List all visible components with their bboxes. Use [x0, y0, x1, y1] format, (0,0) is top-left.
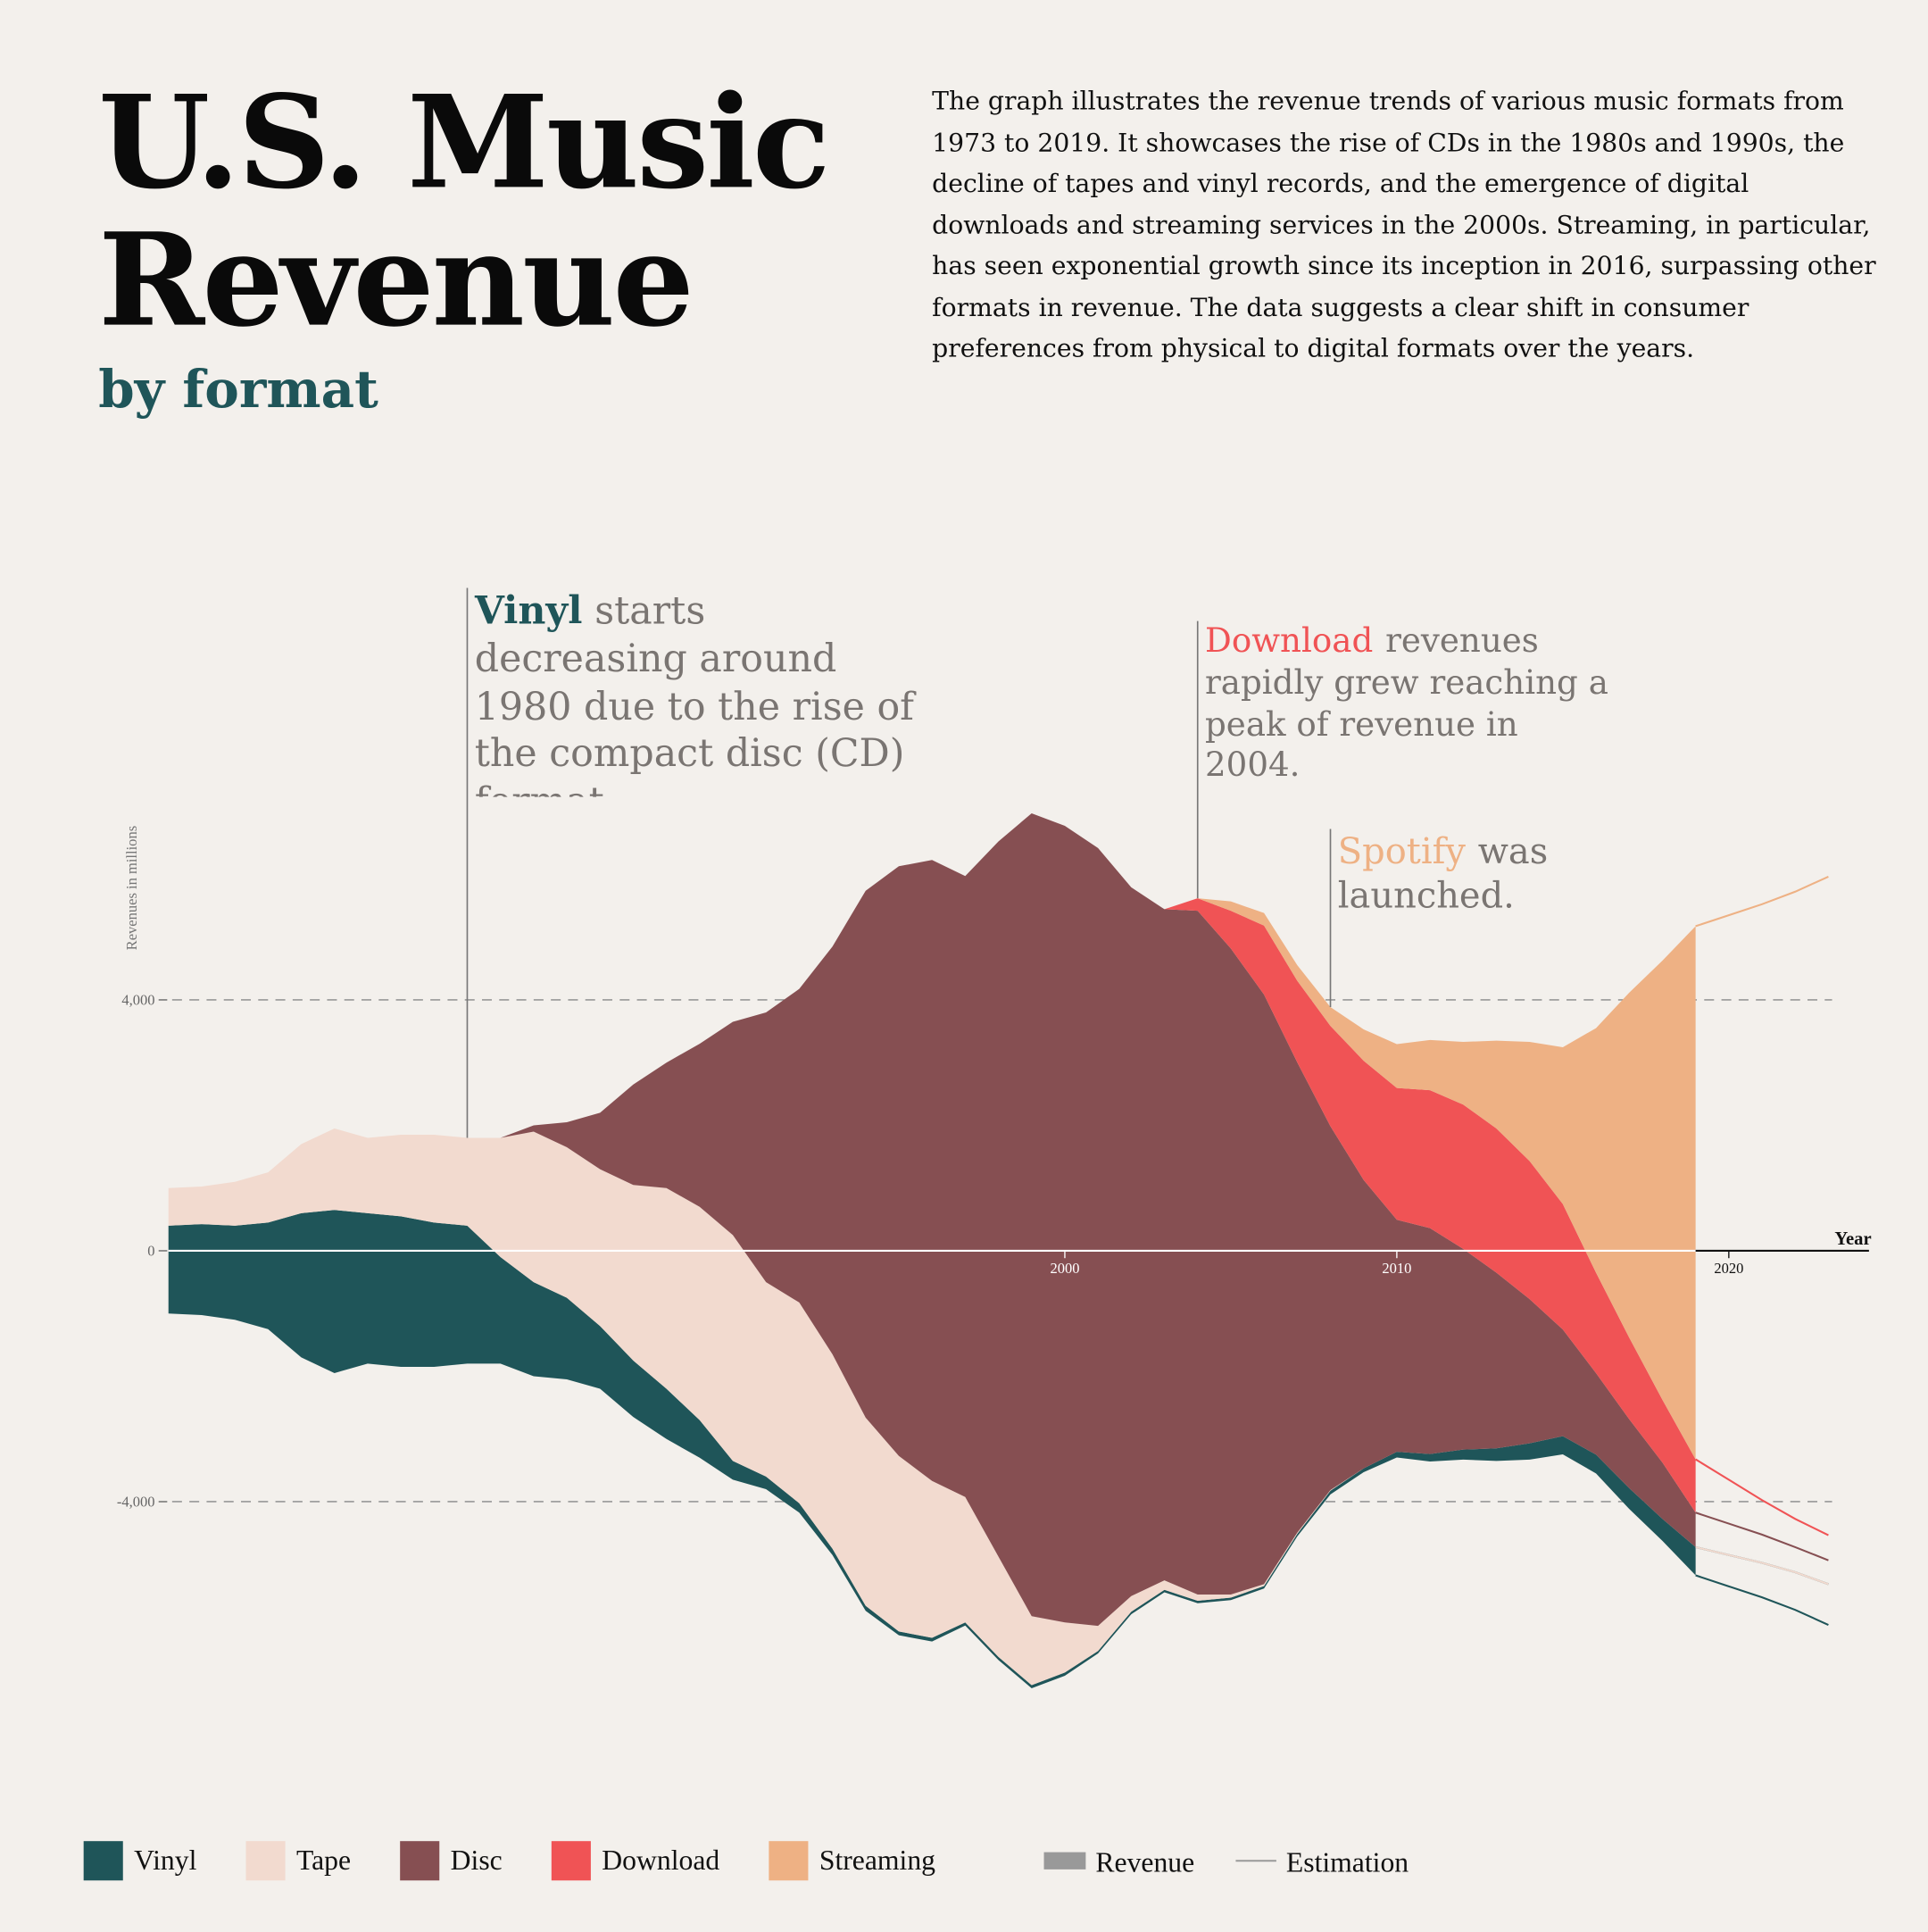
- annotation-highlight: Vinyl: [474, 588, 583, 634]
- legend-label: Revenue: [1095, 1847, 1194, 1878]
- legend-swatch: [769, 1841, 809, 1881]
- stream-area: [168, 812, 1696, 1513]
- estimation-line: [1695, 1545, 1829, 1586]
- y-tick-label: 0: [147, 1242, 154, 1259]
- x-axis-label: Year: [1834, 1229, 1871, 1249]
- legend-swatch: [245, 1841, 286, 1881]
- annotation: Spotify was launched.: [1338, 829, 1584, 918]
- y-axis-label: Revenues in millions: [123, 826, 140, 950]
- estimation-line: [1695, 875, 1829, 928]
- chart: -4,000 0 4,000 Revenues in millions Year 2000…: [83, 587, 1872, 1881]
- x-tick-label: 2020: [1714, 1260, 1743, 1277]
- estimation-line: [1695, 1511, 1829, 1561]
- x-tick-label: 2000: [1050, 1260, 1079, 1277]
- legend-label: Disc: [451, 1845, 503, 1876]
- description-box: The graph illustrates the revenue trends…: [932, 86, 1876, 363]
- estimation-line: [1695, 1458, 1829, 1536]
- annotation-text: Vinyl starts decreasing around 1980 due t…: [474, 587, 918, 797]
- legend-label: Estimation: [1286, 1847, 1409, 1878]
- subtitle: by format: [98, 359, 378, 420]
- annotation: Download revenues rapidly grew reaching a…: [1205, 621, 1611, 787]
- annotation-body: revenues rapidly grew reaching a peak of…: [1205, 622, 1608, 786]
- annotation-text: Download revenues rapidly grew reaching a…: [1205, 621, 1611, 787]
- stream-area: [168, 1128, 1696, 1686]
- x-tick-label: 2010: [1382, 1260, 1411, 1277]
- estimation-line: [1695, 1574, 1829, 1626]
- annotation-highlight: Download: [1205, 622, 1374, 661]
- annotation-text: Spotify was launched.: [1338, 829, 1584, 918]
- legend-swatch: [400, 1841, 440, 1881]
- title: U.S. Music Revenue: [98, 73, 830, 356]
- legend-swatch: [551, 1841, 591, 1881]
- description: The graph illustrates the revenue trends…: [932, 86, 1876, 363]
- legend-label: Tape: [296, 1845, 351, 1876]
- legend-swatch: [1043, 1852, 1086, 1870]
- annotation-body: was launched.: [1337, 829, 1549, 917]
- stream-area: [168, 1210, 1696, 1688]
- annotation: Vinyl starts decreasing around 1980 due t…: [474, 587, 918, 797]
- legend-label: Streaming: [819, 1845, 935, 1876]
- annotation-body: starts decreasing around 1980 due to the…: [474, 588, 914, 797]
- annotation-highlight: Spotify: [1337, 829, 1466, 872]
- legend-swatch: [83, 1841, 123, 1881]
- y-tick-label: 4,000: [121, 991, 154, 1008]
- y-tick-label: -4,000: [117, 1494, 155, 1511]
- stream-area: [168, 812, 1696, 1627]
- header: U.S. Music Revenue by format: [98, 73, 830, 420]
- legend-label: Vinyl: [134, 1845, 196, 1876]
- legend-label: Download: [602, 1845, 719, 1876]
